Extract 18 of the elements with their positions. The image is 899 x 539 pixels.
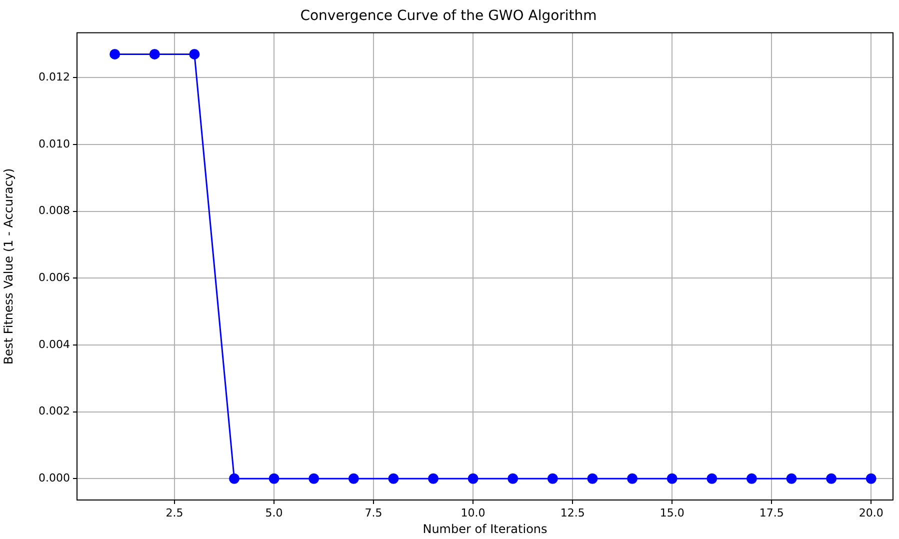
y-tick-label: 0.012 xyxy=(38,70,70,84)
x-tick-label: 15.0 xyxy=(660,506,684,520)
y-tick-label: 0.000 xyxy=(38,471,70,484)
x-axis-title: Number of Iterations xyxy=(422,522,548,536)
x-tick-label: 7.5 xyxy=(364,506,382,520)
y-tick-label: 0.008 xyxy=(38,204,70,218)
chart-title: Convergence Curve of the GWO Algorithm xyxy=(300,8,597,24)
x-tick-label: 12.5 xyxy=(560,506,585,520)
x-tick-label: 20.0 xyxy=(858,506,884,520)
x-tick-label: 17.5 xyxy=(759,506,784,520)
y-tick-label: 0.002 xyxy=(38,404,70,418)
y-axis-title: Best Fitness Value (1 - Accuracy) xyxy=(1,168,16,365)
x-tick-label: 5.0 xyxy=(265,506,283,520)
x-tick-label: 10.0 xyxy=(460,506,486,520)
y-tick-label: 0.004 xyxy=(38,338,70,351)
y-tick-label: 0.006 xyxy=(38,270,70,284)
y-tick-label: 0.010 xyxy=(38,137,70,150)
x-tick-label: 2.5 xyxy=(166,506,184,520)
